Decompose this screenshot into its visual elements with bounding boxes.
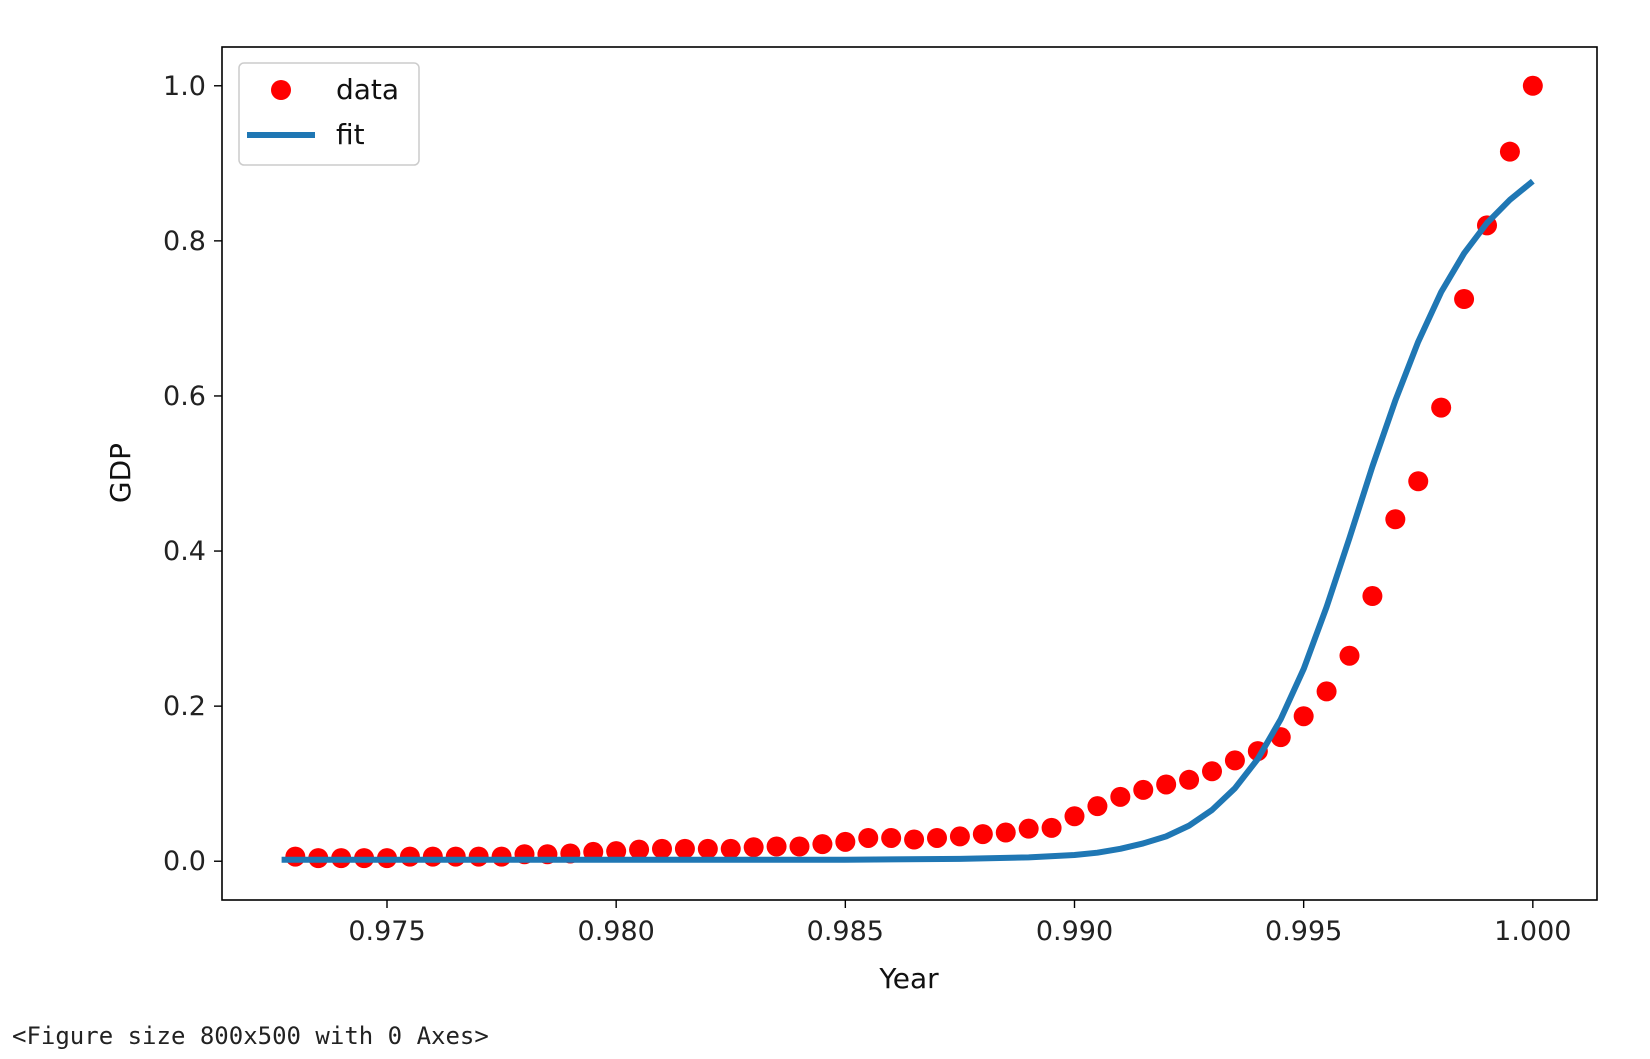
x-tick-label: 0.995	[1265, 916, 1342, 947]
x-axis-label: Year	[878, 962, 939, 995]
data-point	[1499, 141, 1520, 162]
data-point	[468, 846, 489, 867]
data-point	[835, 831, 856, 852]
x-axis: 0.975 0.980 0.985 0.990 0.995 1.000	[348, 900, 1571, 947]
chart: 0.975 0.980 0.985 0.990 0.995 1.000 0.0 0.2 0.4…	[104, 46, 1598, 995]
data-point	[904, 829, 925, 850]
series-layer	[281, 75, 1543, 869]
data-point	[1522, 75, 1543, 96]
data-point	[445, 846, 466, 867]
data-point	[995, 822, 1016, 843]
figure-output-text: <Figure size 800x500 with 0 Axes>	[12, 1022, 489, 1050]
data-point	[1316, 681, 1337, 702]
data-point	[697, 838, 718, 859]
data-point	[1385, 509, 1406, 530]
legend-label-data: data	[336, 73, 399, 106]
data-point	[789, 836, 810, 857]
data-point	[652, 838, 672, 859]
y-tick-label: 0.8	[163, 226, 206, 257]
data-point	[674, 838, 695, 859]
data-point	[1110, 786, 1131, 807]
y-tick-label: 0.2	[163, 691, 206, 722]
data-point	[720, 838, 741, 859]
data-point	[881, 827, 902, 848]
data-point	[1202, 761, 1222, 782]
axes-frame	[221, 46, 1598, 901]
data-point	[1431, 397, 1452, 418]
data-point	[1224, 750, 1245, 771]
y-axis-label: GDP	[104, 443, 137, 503]
x-tick-label: 0.990	[1036, 916, 1113, 947]
y-tick-label: 0.6	[163, 381, 206, 412]
data-point	[629, 839, 650, 860]
legend-label-fit: fit	[336, 118, 365, 151]
data-point	[949, 826, 970, 847]
y-tick-label: 0.0	[163, 846, 206, 877]
legend: data fit	[238, 62, 420, 166]
data-point	[491, 846, 512, 867]
data-point	[927, 827, 947, 848]
x-tick-label: 1.000	[1494, 916, 1571, 947]
legend-marker-data	[271, 80, 291, 100]
data-point	[1133, 779, 1154, 800]
data-point	[1179, 769, 1200, 790]
data-point	[812, 834, 833, 855]
data-point	[766, 836, 787, 857]
y-tick-label: 1.0	[163, 71, 206, 102]
data-point	[1064, 806, 1085, 827]
data-point	[1041, 817, 1062, 838]
y-tick-label: 0.4	[163, 536, 206, 567]
data-point	[743, 837, 764, 858]
data-point	[606, 841, 627, 862]
data-point	[1454, 289, 1475, 310]
x-tick-label: 0.985	[807, 916, 884, 947]
plot-area	[221, 46, 1598, 901]
data-point	[858, 827, 879, 848]
y-axis: 0.0 0.2 0.4 0.6 0.8 1.0	[163, 71, 222, 877]
data-point	[972, 824, 993, 845]
data-point	[1018, 818, 1039, 839]
data-point	[399, 846, 420, 867]
x-tick-label: 0.980	[578, 916, 655, 947]
data-point	[285, 846, 306, 867]
data-point	[422, 846, 443, 867]
data-point	[1293, 706, 1314, 727]
data-point	[1156, 774, 1177, 795]
data-point	[1339, 645, 1360, 666]
data-point	[1408, 471, 1429, 492]
fit-line	[281, 178, 1535, 863]
x-tick-label: 0.975	[348, 916, 425, 947]
data-point	[1087, 796, 1108, 817]
data-point	[1362, 586, 1383, 607]
